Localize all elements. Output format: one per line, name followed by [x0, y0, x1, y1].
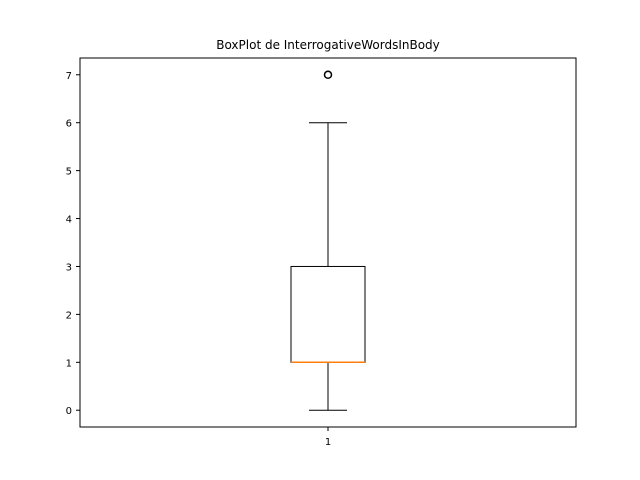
y-tick-label: 1	[66, 358, 72, 369]
y-tick-label: 5	[66, 167, 72, 178]
y-tick-label: 2	[66, 310, 72, 321]
x-tick-label: 1	[325, 437, 331, 448]
y-tick-label: 0	[66, 406, 72, 417]
outlier-point	[323, 70, 333, 80]
plot-area: 0 1 2 3 4 5 6 7 1	[66, 57, 577, 448]
y-tick-label: 6	[66, 119, 72, 130]
box-iqr	[290, 265, 366, 363]
y-tick-label: 4	[66, 215, 72, 226]
y-tick-label: 7	[66, 71, 72, 82]
y-tick-label: 3	[66, 262, 72, 273]
chart-title: BoxPlot de InterrogativeWordsInBody	[216, 38, 440, 52]
